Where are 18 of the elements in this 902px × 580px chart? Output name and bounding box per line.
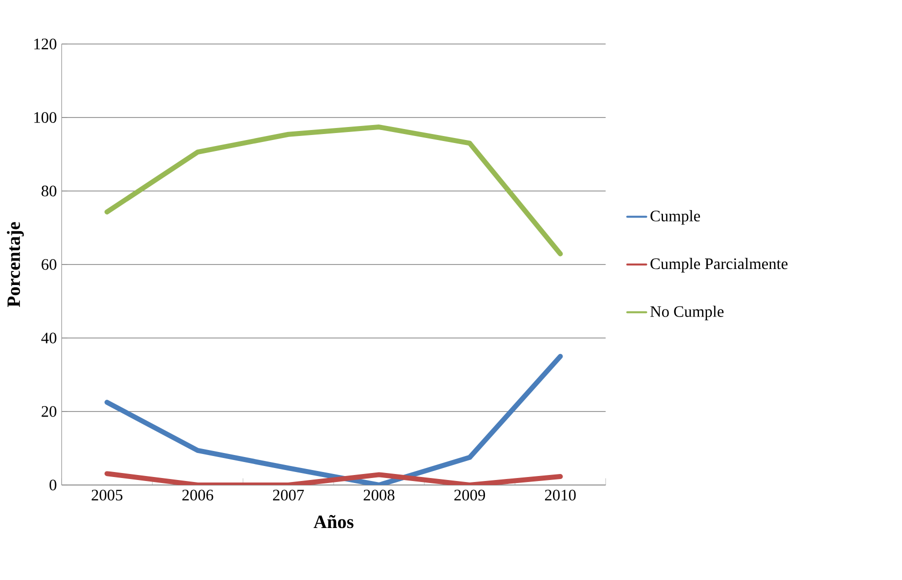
y-tick-label: 40 xyxy=(41,332,56,344)
y-tick-label: 100 xyxy=(34,112,56,123)
y-tick-label: 120 xyxy=(34,38,56,50)
x-tick-label: 2005 xyxy=(92,490,122,500)
legend-label: Cumple Parcialmente xyxy=(650,258,788,272)
y-tick-label: 20 xyxy=(42,406,56,417)
x-tick-label: 2009 xyxy=(454,490,486,500)
y-tick-label: 80 xyxy=(42,186,56,196)
y-tick-label: 0 xyxy=(50,480,56,490)
y-tick-label: 60 xyxy=(42,259,56,270)
x-tick-label: 2008 xyxy=(364,490,394,500)
x-tick-label: 2010 xyxy=(545,490,576,500)
y-axis-title: Porcentaje xyxy=(6,222,24,308)
x-tick-label: 2006 xyxy=(182,490,214,500)
x-axis-title: Años xyxy=(314,514,354,528)
legend-label: No Cumple xyxy=(650,306,724,320)
x-tick-label: 2007 xyxy=(273,490,304,500)
legend-label: Cumple xyxy=(650,210,700,225)
